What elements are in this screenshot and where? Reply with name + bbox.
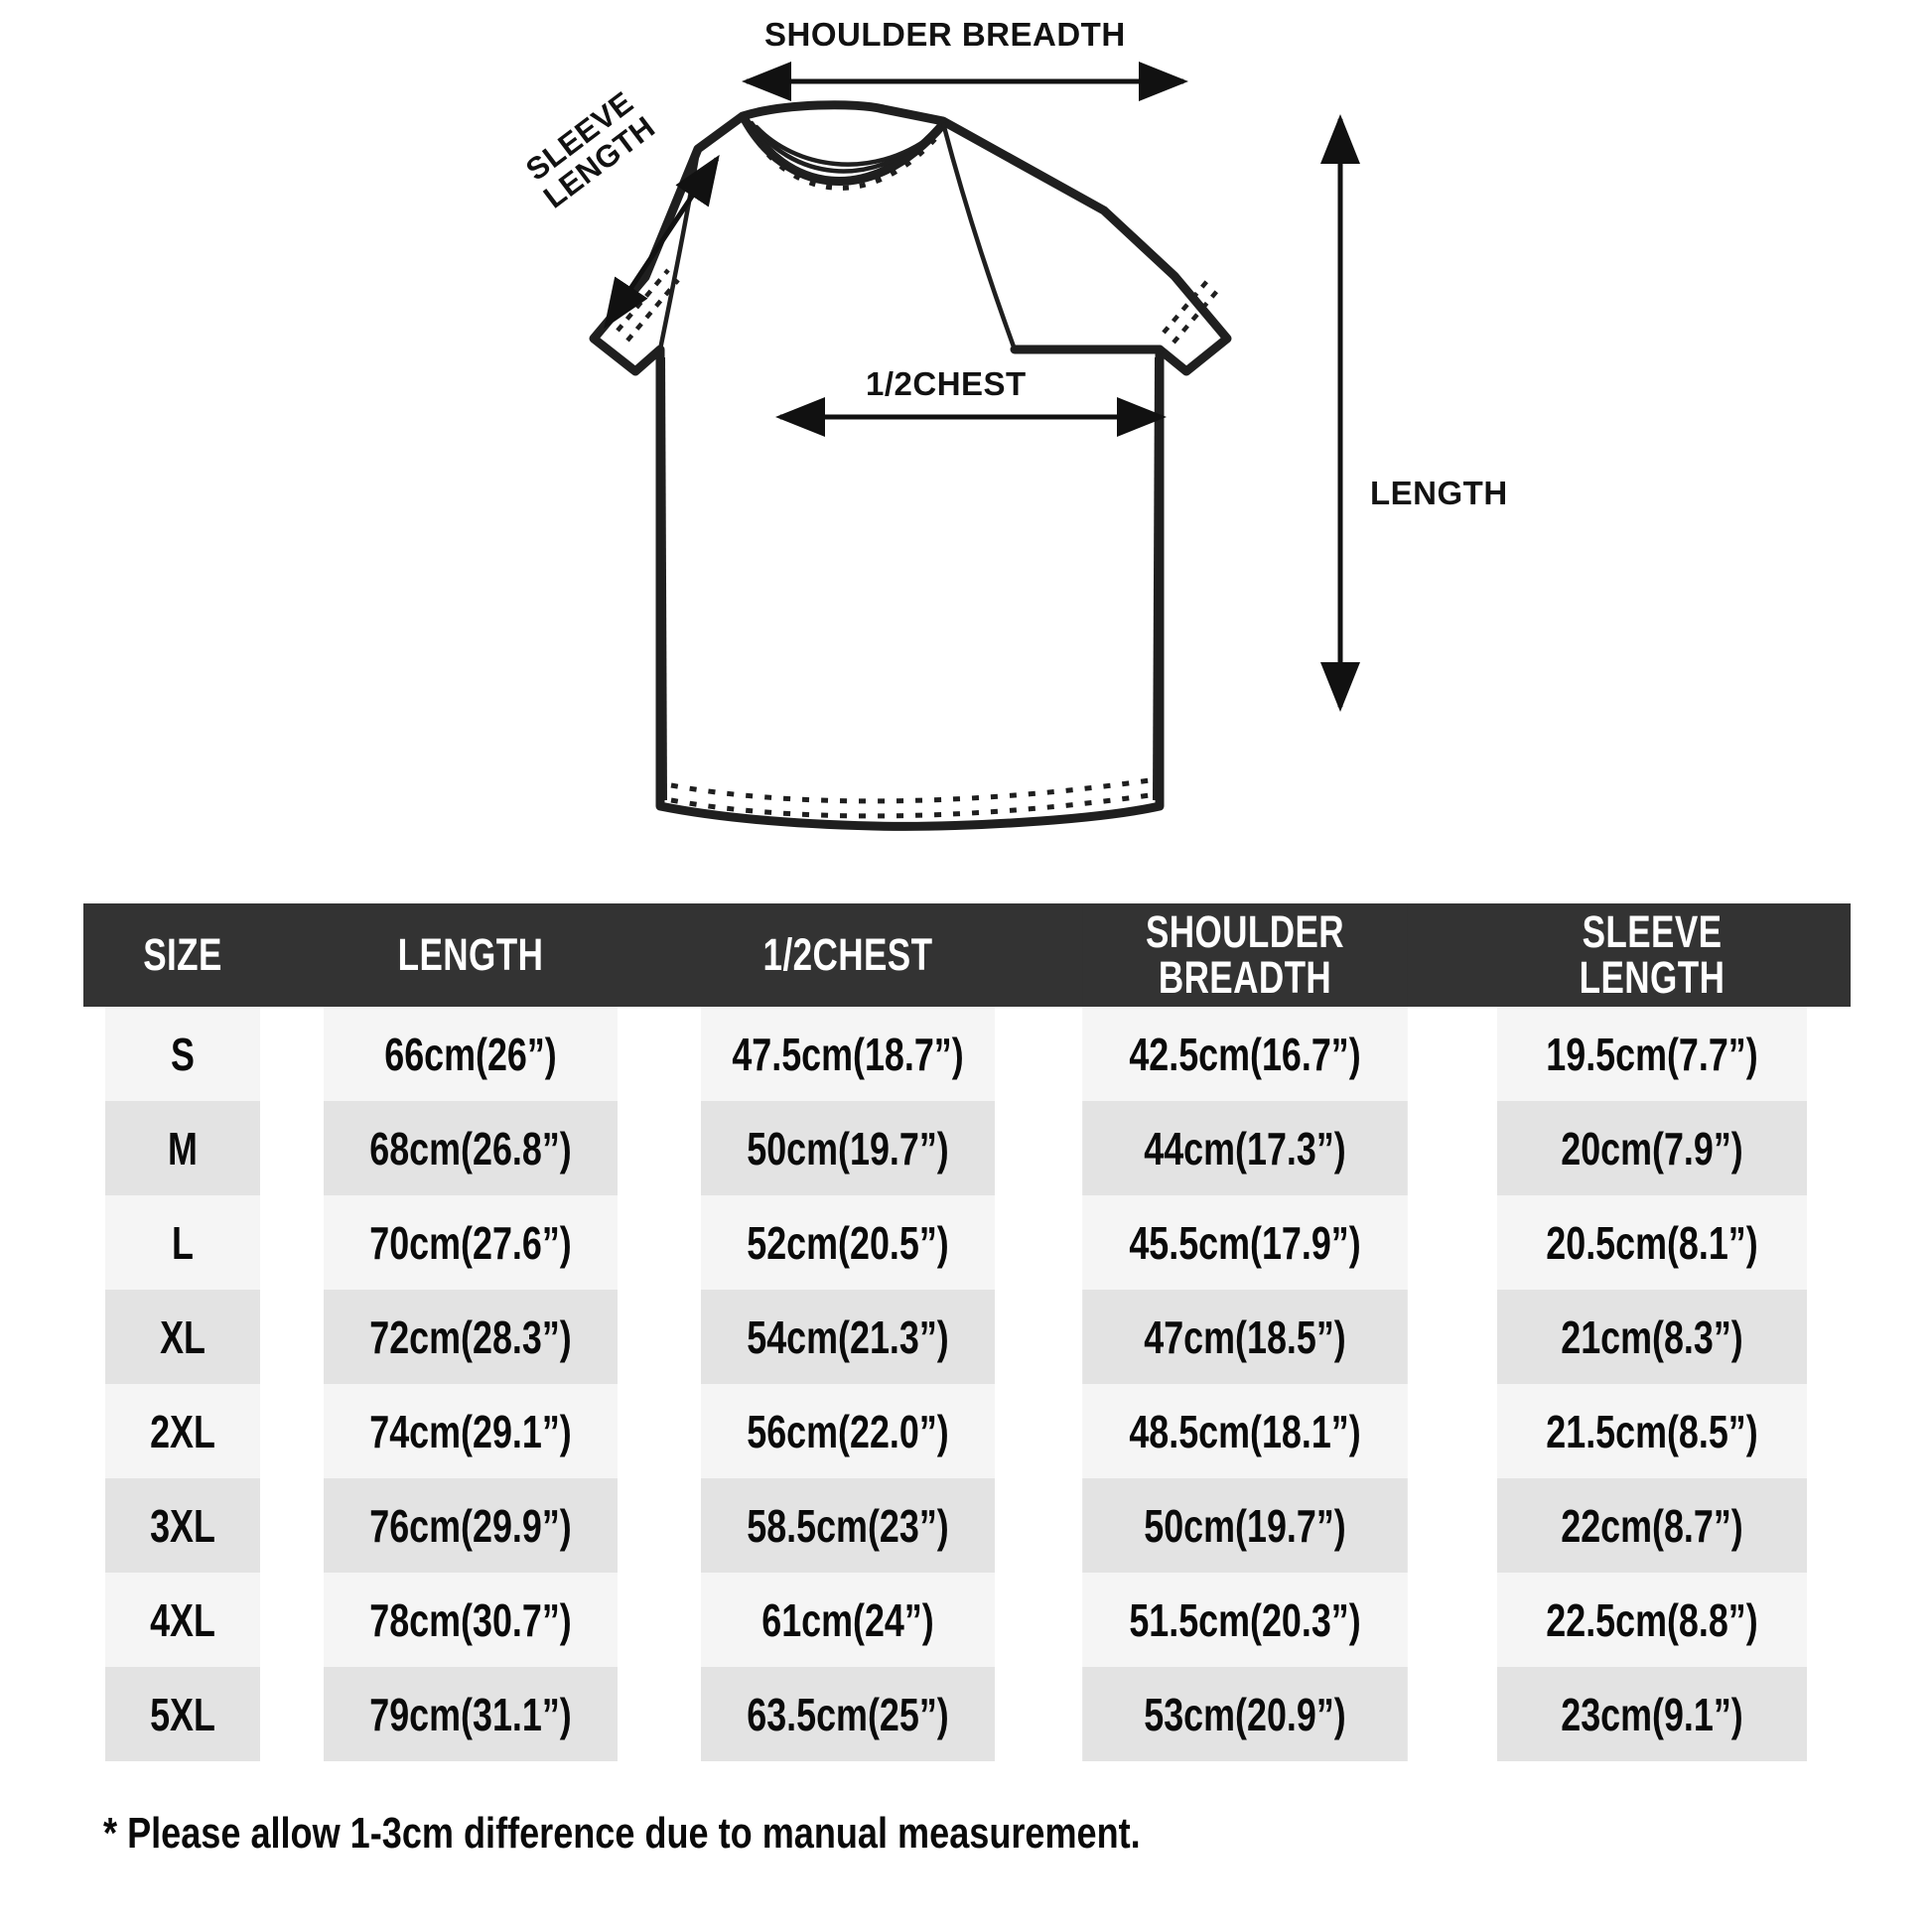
table-row: XL 72cm(28.3”) 54cm(21.3”) 47cm(18.5”) 21cm(… xyxy=(83,1290,1851,1384)
cell-length: 68cm(26.8”) xyxy=(323,1101,619,1195)
table-row: 5XL 79cm(31.1”) 63.5cm(25”) 53cm(20.9”) 23cm… xyxy=(83,1667,1851,1761)
cell-sleeve-length: 20cm(7.9”) xyxy=(1497,1101,1807,1195)
cell-size: 4XL xyxy=(105,1573,260,1667)
table-row: S 66cm(26”) 47.5cm(18.7”) 42.5cm(16.7”) 19.5… xyxy=(83,1007,1851,1101)
cell-size: 2XL xyxy=(105,1384,260,1478)
cell-length: 74cm(29.1”) xyxy=(323,1384,619,1478)
cell-half-chest: 52cm(20.5”) xyxy=(700,1195,996,1290)
cell-shoulder-breadth: 53cm(20.9”) xyxy=(1082,1667,1408,1761)
hem-stitching xyxy=(670,777,1151,819)
measurement-note: * Please allow 1-3cm difference due to m… xyxy=(103,1809,1141,1858)
table-row: 3XL 76cm(29.9”) 58.5cm(23”) 50cm(19.7”) 22cm… xyxy=(83,1478,1851,1573)
cell-length: 70cm(27.6”) xyxy=(323,1195,619,1290)
cell-size: L xyxy=(105,1195,260,1290)
column-header-sleeve-line2: LENGTH xyxy=(1579,952,1725,1003)
tshirt-illustration xyxy=(589,62,1360,831)
table-header-row: SIZE LENGTH 1/2CHEST SHOULDER BREADTH SL… xyxy=(83,903,1851,1007)
shoulder-breadth-label: SHOULDER BREADTH xyxy=(764,16,1126,53)
cell-sleeve-length: 22.5cm(8.8”) xyxy=(1497,1573,1807,1667)
cell-size: 3XL xyxy=(105,1478,260,1573)
cell-length: 79cm(31.1”) xyxy=(323,1667,619,1761)
column-header-shoulder-line1: SHOULDER xyxy=(1145,906,1345,958)
sleeve-length-arrow xyxy=(604,154,720,330)
cell-shoulder-breadth: 50cm(19.7”) xyxy=(1082,1478,1408,1573)
cell-length: 72cm(28.3”) xyxy=(323,1290,619,1384)
column-header-shoulder-line2: BREADTH xyxy=(1158,952,1332,1003)
cell-half-chest: 54cm(21.3”) xyxy=(700,1290,996,1384)
cell-half-chest: 47.5cm(18.7”) xyxy=(700,1007,996,1101)
cell-half-chest: 63.5cm(25”) xyxy=(700,1667,996,1761)
table-row: L 70cm(27.6”) 52cm(20.5”) 45.5cm(17.9”) 20.5… xyxy=(83,1195,1851,1290)
cell-size: 5XL xyxy=(105,1667,260,1761)
size-chart-table: SIZE LENGTH 1/2CHEST SHOULDER BREADTH SL… xyxy=(83,903,1851,1761)
cell-shoulder-breadth: 45.5cm(17.9”) xyxy=(1082,1195,1408,1290)
length-label: LENGTH xyxy=(1370,475,1508,511)
cell-half-chest: 50cm(19.7”) xyxy=(700,1101,996,1195)
column-header-shoulder-breadth: SHOULDER BREADTH xyxy=(1082,903,1408,1007)
cell-shoulder-breadth: 48.5cm(18.1”) xyxy=(1082,1384,1408,1478)
cell-sleeve-length: 21.5cm(8.5”) xyxy=(1497,1384,1807,1478)
column-header-half-chest: 1/2CHEST xyxy=(700,903,996,1007)
side-seams xyxy=(661,356,1159,801)
cell-size: M xyxy=(105,1101,260,1195)
cell-size: S xyxy=(105,1007,260,1101)
cell-shoulder-breadth: 51.5cm(20.3”) xyxy=(1082,1573,1408,1667)
size-chart-table-container: SIZE LENGTH 1/2CHEST SHOULDER BREADTH SL… xyxy=(83,903,1851,1761)
armhole-seams xyxy=(657,122,1018,350)
cell-half-chest: 58.5cm(23”) xyxy=(700,1478,996,1573)
column-header-sleeve-line1: SLEEVE xyxy=(1582,906,1723,958)
cell-sleeve-length: 23cm(9.1”) xyxy=(1497,1667,1807,1761)
table-row: 2XL 74cm(29.1”) 56cm(22.0”) 48.5cm(18.1”) 21… xyxy=(83,1384,1851,1478)
cell-length: 78cm(30.7”) xyxy=(323,1573,619,1667)
column-header-size: SIZE xyxy=(105,903,260,1007)
cell-sleeve-length: 20.5cm(8.1”) xyxy=(1497,1195,1807,1290)
column-header-length: LENGTH xyxy=(323,903,619,1007)
cell-sleeve-length: 22cm(8.7”) xyxy=(1497,1478,1807,1573)
cell-shoulder-breadth: 47cm(18.5”) xyxy=(1082,1290,1408,1384)
cell-half-chest: 56cm(22.0”) xyxy=(700,1384,996,1478)
tshirt-outline xyxy=(589,100,1232,831)
collar-lines xyxy=(740,114,948,186)
cell-size: XL xyxy=(105,1290,260,1384)
cell-length: 66cm(26”) xyxy=(323,1007,619,1101)
table-row: 4XL 78cm(30.7”) 61cm(24”) 51.5cm(20.3”) 22.5… xyxy=(83,1573,1851,1667)
table-body: S 66cm(26”) 47.5cm(18.7”) 42.5cm(16.7”) 19.5… xyxy=(83,1007,1851,1761)
table-header: SIZE LENGTH 1/2CHEST SHOULDER BREADTH SL… xyxy=(83,903,1851,1007)
cell-shoulder-breadth: 44cm(17.3”) xyxy=(1082,1101,1408,1195)
cell-sleeve-length: 19.5cm(7.7”) xyxy=(1497,1007,1807,1101)
sleeve-cuff-stitching xyxy=(616,268,1219,345)
cell-sleeve-length: 21cm(8.3”) xyxy=(1497,1290,1807,1384)
cell-half-chest: 61cm(24”) xyxy=(700,1573,996,1667)
column-header-sleeve-length: SLEEVE LENGTH xyxy=(1497,903,1807,1007)
tshirt-diagram: SHOULDER BREADTH 1/2CHEST LENGTH SLEEVE … xyxy=(0,0,1932,894)
cell-shoulder-breadth: 42.5cm(16.7”) xyxy=(1082,1007,1408,1101)
table-row: M 68cm(26.8”) 50cm(19.7”) 44cm(17.3”) 20cm(7… xyxy=(83,1101,1851,1195)
cell-length: 76cm(29.9”) xyxy=(323,1478,619,1573)
half-chest-label: 1/2CHEST xyxy=(866,365,1027,402)
